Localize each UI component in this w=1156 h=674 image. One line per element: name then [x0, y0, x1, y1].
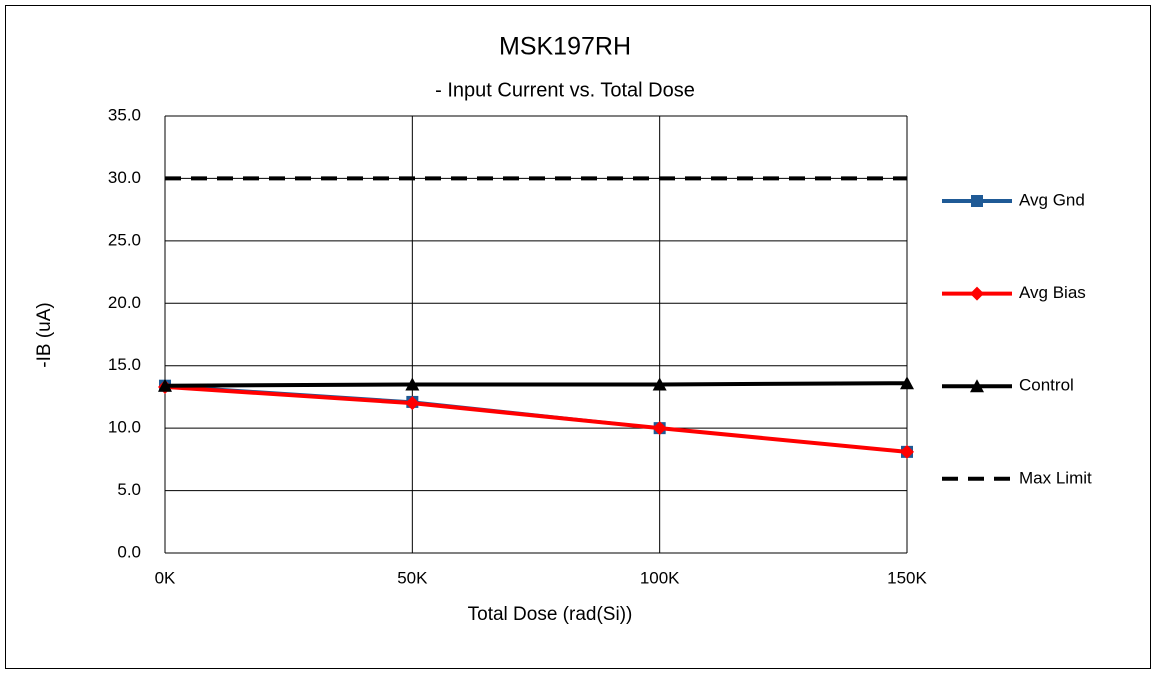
chart-border — [5, 5, 1151, 669]
y-tick-label: 30.0 — [108, 168, 141, 187]
chart-subtitle: - Input Current vs. Total Dose — [435, 79, 695, 101]
y-axis-title: -IB (uA) — [34, 302, 55, 367]
series-marker — [900, 444, 914, 459]
y-tick-label: 20.0 — [108, 293, 141, 312]
x-tick-label: 100K — [640, 568, 680, 587]
series-marker — [405, 396, 420, 411]
legend-marker — [971, 195, 983, 207]
series-marker — [652, 421, 667, 436]
legend-label: Avg Bias — [1019, 283, 1086, 302]
series-line — [164, 381, 908, 388]
legend-label: Max Limit — [1019, 468, 1092, 487]
series-marker — [652, 377, 667, 391]
y-tick-label: 5.0 — [117, 480, 141, 499]
legend-marker — [970, 379, 984, 393]
y-tick-label: 0.0 — [117, 542, 141, 561]
series-marker — [900, 376, 914, 390]
y-tick-label: 10.0 — [108, 418, 141, 437]
x-tick-label: 150K — [887, 568, 927, 587]
series-marker — [158, 378, 172, 392]
legend-marker — [970, 286, 984, 301]
series-line — [164, 384, 908, 454]
y-tick-label: 15.0 — [108, 355, 141, 374]
y-tick-label: 25.0 — [108, 230, 141, 249]
series-marker — [405, 377, 420, 391]
x-axis-title: Total Dose (rad(Si)) — [468, 604, 633, 625]
x-tick-label: 0K — [155, 568, 176, 587]
chart-title: MSK197RH — [499, 33, 631, 61]
legend-label: Control — [1019, 376, 1074, 395]
legend-label: Avg Gnd — [1019, 190, 1085, 209]
y-tick-label: 35.0 — [108, 105, 141, 124]
x-tick-label: 50K — [397, 568, 428, 587]
